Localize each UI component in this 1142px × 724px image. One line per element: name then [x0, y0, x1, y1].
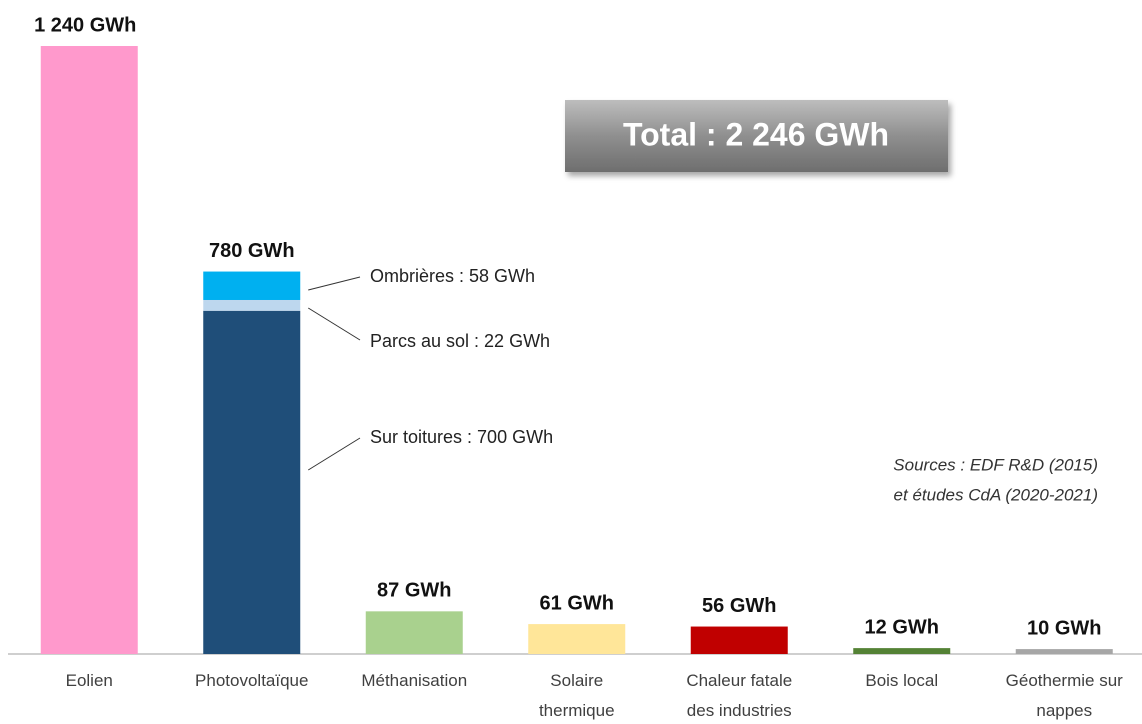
- value-label: 780 GWh: [209, 240, 295, 262]
- segment-label: Parcs au sol : 22 GWh: [370, 331, 550, 351]
- value-label: 56 GWh: [702, 595, 776, 617]
- bar-segment: [203, 299, 301, 311]
- value-label: 61 GWh: [540, 592, 614, 614]
- value-label: 12 GWh: [865, 616, 939, 638]
- source-line: et études CdA (2020-2021): [894, 485, 1098, 504]
- x-tick-label: Eolien: [65, 671, 113, 690]
- leader-line: [308, 276, 361, 291]
- value-label: 10 GWh: [1027, 617, 1101, 639]
- bar: [1015, 649, 1113, 654]
- x-tick-label: Méthanisation: [361, 671, 468, 690]
- x-tick-label: Solaire thermique: [538, 671, 615, 720]
- segment-label: Sur toitures : 700 GWh: [370, 427, 553, 447]
- value-label: 87 GWh: [377, 580, 451, 602]
- segment-label: Ombrières : 58 GWh: [370, 266, 535, 286]
- bar: [528, 624, 626, 654]
- bar: [853, 648, 951, 654]
- x-tick-label: Bois local: [865, 671, 939, 690]
- value-label: 1 240 GWh: [34, 14, 136, 36]
- x-tick-label: Chaleur fatale des industries: [686, 671, 793, 720]
- bar-segment: [203, 271, 301, 300]
- leader-line: [307, 307, 361, 341]
- total-label: Total : 2 246 GWh: [623, 116, 889, 152]
- bar: [365, 611, 463, 654]
- x-tick-label: Géothermie sur nappes: [1005, 671, 1123, 720]
- source-line: Sources : EDF R&D (2015): [893, 455, 1098, 474]
- bar: [40, 46, 138, 654]
- leader-line: [307, 437, 361, 471]
- x-tick-label: Photovoltaïque: [195, 671, 309, 690]
- bar-segment: [203, 310, 301, 654]
- total-box: [565, 100, 948, 172]
- bar: [690, 626, 788, 654]
